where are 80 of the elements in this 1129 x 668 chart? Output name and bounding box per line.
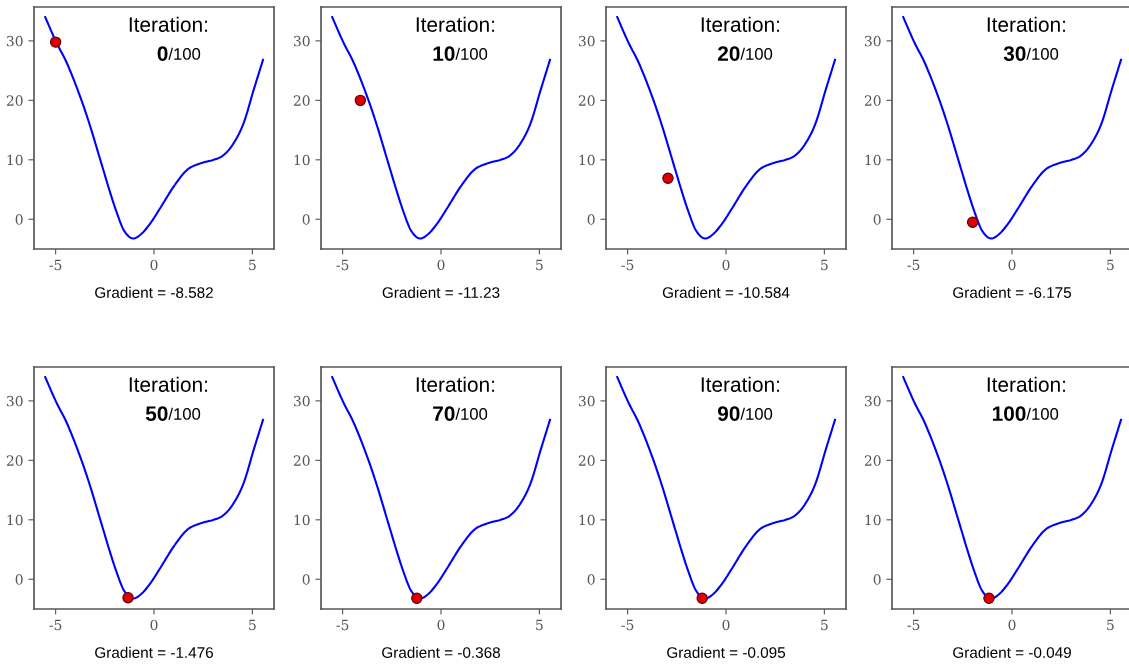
x-tick-label: -5 [49, 259, 62, 271]
x-tick-label: 5 [536, 619, 543, 631]
x-axis-title: Gradient = -8.582 [95, 286, 213, 298]
y-tick-label: 0 [302, 574, 310, 585]
x-tick-label: -5 [336, 259, 349, 271]
chart-title: Iteration: [987, 16, 1066, 32]
text: 100/100 [992, 406, 1059, 421]
chart-title: Iteration: [416, 376, 495, 392]
x-tick-label: 5 [821, 619, 828, 631]
y-tick-label: 20 [864, 95, 881, 106]
chart-title: Iteration: [987, 376, 1066, 392]
x-axis-title: Gradient = -11.23 [382, 286, 500, 298]
y-tick-label: 0 [15, 214, 23, 225]
x-tick-label: 0 [150, 619, 158, 631]
y-tick-label: 10 [865, 154, 881, 166]
y-tick-label: 0 [873, 574, 881, 585]
x-tick-label: -5 [907, 259, 920, 271]
x-tick-label: 0 [722, 259, 730, 271]
x-axis-title: Gradient = -10.584 [662, 286, 790, 298]
text: 10/100 [433, 46, 488, 61]
chart-title: Iteration: [129, 16, 208, 32]
y-tick-label: 10 [294, 514, 310, 526]
y-tick-label: 20 [578, 455, 595, 466]
x-tick-label: 0 [1008, 619, 1016, 631]
chart-title: Iteration: [416, 16, 495, 32]
x-axis-title: Gradient = -6.175 [953, 286, 1072, 298]
y-tick-label: 30 [578, 35, 595, 47]
y-tick-label: 0 [873, 214, 881, 225]
text: 70/100 [433, 406, 488, 421]
y-tick-label: 20 [293, 95, 310, 106]
x-axis-title: Gradient = -0.049 [953, 646, 1071, 658]
y-tick-label: 10 [294, 154, 310, 166]
x-tick-label: 0 [437, 259, 445, 271]
x-tick-label: -5 [621, 259, 634, 271]
chart-title: Iteration: [701, 16, 780, 32]
y-tick-label: 10 [579, 514, 595, 526]
chart-title: Iteration: [129, 376, 208, 392]
x-tick-label: 0 [722, 619, 730, 631]
y-tick-label: 30 [578, 395, 595, 407]
y-tick-label: 30 [864, 35, 881, 47]
x-axis-title: Gradient = -1.476 [95, 646, 213, 658]
x-tick-label: 5 [249, 259, 256, 271]
y-tick-label: 20 [293, 455, 310, 466]
y-tick-label: 10 [7, 514, 23, 526]
x-tick-label: -5 [336, 619, 349, 631]
y-tick-label: 30 [293, 395, 310, 407]
y-tick-label: 10 [579, 154, 595, 166]
y-tick-label: 30 [864, 395, 881, 407]
y-tick-label: 10 [7, 154, 23, 166]
y-tick-label: 0 [587, 574, 595, 585]
y-tick-label: 0 [587, 214, 595, 225]
x-axis-title: Gradient = -0.368 [382, 646, 500, 658]
text: 20/100 [717, 46, 773, 61]
x-tick-label: 5 [1107, 259, 1114, 271]
x-tick-label: -5 [49, 619, 62, 631]
y-tick-label: 10 [865, 514, 881, 526]
y-tick-label: 30 [6, 35, 23, 47]
x-tick-label: 0 [150, 259, 158, 271]
x-axis-title: Gradient = -0.095 [667, 646, 786, 658]
y-tick-label: 0 [302, 214, 310, 225]
text: 90/100 [717, 406, 773, 421]
chart-title: Iteration: [701, 376, 780, 392]
y-tick-label: 20 [578, 95, 595, 106]
x-tick-label: 5 [249, 619, 256, 631]
x-tick-label: 0 [1008, 259, 1016, 271]
x-tick-label: 0 [437, 619, 445, 631]
x-tick-label: 5 [1107, 619, 1114, 631]
y-tick-label: 30 [6, 395, 23, 407]
y-tick-label: 30 [293, 35, 310, 47]
x-tick-label: -5 [621, 619, 634, 631]
x-tick-label: 5 [821, 259, 828, 271]
y-tick-label: 20 [6, 455, 23, 466]
text: 50/100 [145, 406, 201, 421]
y-tick-label: 0 [15, 574, 23, 585]
x-tick-label: 5 [536, 259, 543, 271]
text: 30/100 [1003, 46, 1059, 62]
text: 0/100 [157, 46, 201, 61]
x-tick-label: -5 [907, 619, 920, 631]
y-tick-label: 20 [6, 95, 23, 106]
y-tick-label: 20 [864, 455, 881, 466]
